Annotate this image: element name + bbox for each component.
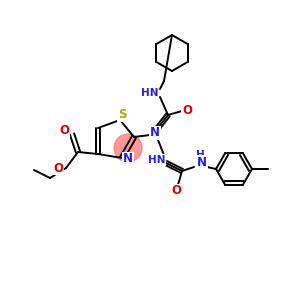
Circle shape bbox=[114, 134, 142, 162]
Text: S: S bbox=[118, 109, 126, 122]
Text: N: N bbox=[123, 152, 133, 166]
Text: N: N bbox=[197, 155, 207, 169]
Text: O: O bbox=[171, 184, 181, 197]
Text: HN: HN bbox=[148, 155, 166, 165]
Text: H: H bbox=[196, 150, 204, 160]
Text: O: O bbox=[53, 161, 63, 175]
Text: N: N bbox=[150, 127, 160, 140]
Text: O: O bbox=[59, 124, 69, 137]
Text: O: O bbox=[182, 104, 192, 118]
Text: HN: HN bbox=[141, 88, 159, 98]
